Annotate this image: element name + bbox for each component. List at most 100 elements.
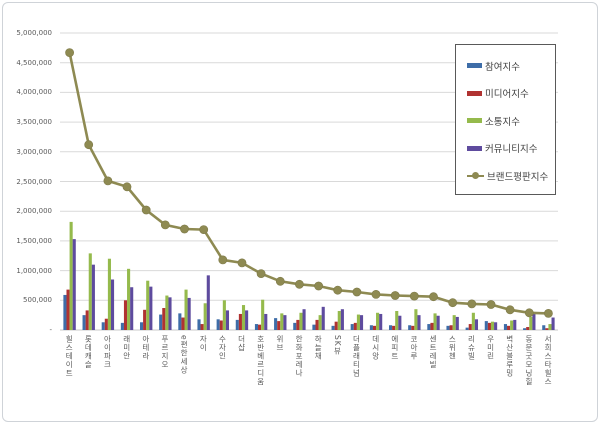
bar-소통지수 xyxy=(299,312,303,330)
bar-참여지수 xyxy=(254,324,259,330)
bar-커뮤니티지수 xyxy=(225,310,230,330)
bar-미디어지수 xyxy=(258,324,262,330)
line-marker xyxy=(218,255,228,265)
legend-box: 참여지수 미디어지수 소통지수 커뮤니티지수 브랜드평판지수 xyxy=(455,44,556,195)
bar-커뮤니티지수 xyxy=(436,315,440,330)
bar-소통지수 xyxy=(280,313,284,330)
legend-item: 브랜드평판지수 xyxy=(456,162,555,190)
bar-미디어지수 xyxy=(449,325,453,330)
bar-참여지수 xyxy=(427,324,431,330)
bar-커뮤니티지수 xyxy=(187,297,191,330)
line-marker xyxy=(352,287,362,297)
bar-소통지수 xyxy=(395,310,399,330)
line-marker xyxy=(122,182,132,192)
line-marker xyxy=(544,308,553,318)
bar-커뮤니티지수 xyxy=(321,306,325,330)
bar-미디어지수 xyxy=(85,310,89,330)
bar-커뮤니티지수 xyxy=(359,315,364,330)
bar-참여지수 xyxy=(446,325,450,330)
bar-커뮤니티지수 xyxy=(91,264,95,330)
line-marker xyxy=(199,225,209,234)
bar-참여지수 xyxy=(350,324,354,330)
bar-참여지수 xyxy=(82,315,86,330)
bar-미디어지수 xyxy=(104,318,108,330)
bar-소통지수 xyxy=(127,268,131,330)
bar-참여지수 xyxy=(197,319,201,330)
line-marker xyxy=(84,140,94,150)
bar-미디어지수 xyxy=(143,309,147,330)
bar-미디어지수 xyxy=(334,321,338,330)
line-marker xyxy=(294,279,304,289)
line-marker xyxy=(103,176,113,186)
bar-미디어지수 xyxy=(353,322,357,330)
line-marker xyxy=(333,285,343,295)
bar-소통지수 xyxy=(548,324,552,330)
legend-label: 참여지수 xyxy=(485,61,520,73)
bar-참여지수 xyxy=(465,327,469,330)
bar-소통지수 xyxy=(222,300,226,330)
bar-소통지수 xyxy=(69,221,73,330)
line-marker xyxy=(65,48,74,57)
bar-참여지수 xyxy=(503,324,508,330)
bar-미디어지수 xyxy=(66,289,70,330)
bar-소통지수 xyxy=(203,303,207,330)
bar-미디어지수 xyxy=(487,322,491,330)
bar-참여지수 xyxy=(312,324,316,330)
line-marker xyxy=(486,300,496,309)
bar-소통지수 xyxy=(337,310,341,330)
legend-swatch-icon xyxy=(467,118,482,124)
bar-커뮤니티지수 xyxy=(110,279,115,330)
line-marker xyxy=(237,258,247,268)
bar-참여지수 xyxy=(388,325,393,330)
legend-item: 미디어지수 xyxy=(456,80,555,108)
bar-미디어지수 xyxy=(392,325,396,330)
bar-미디어지수 xyxy=(200,324,204,330)
bar-커뮤니티지수 xyxy=(417,315,421,330)
bar-소통지수 xyxy=(414,309,418,330)
bar-미디어지수 xyxy=(411,325,415,330)
bar-미디어지수 xyxy=(468,324,472,330)
bar-커뮤니티지수 xyxy=(206,275,210,330)
bar-미디어지수 xyxy=(372,325,377,330)
bar-커뮤니티지수 xyxy=(264,313,268,330)
line-marker xyxy=(505,305,515,315)
legend-label: 미디어지수 xyxy=(485,89,529,101)
bar-미디어지수 xyxy=(315,319,319,330)
bar-미디어지수 xyxy=(277,321,281,330)
bar-커뮤니티지수 xyxy=(149,286,153,330)
bar-참여지수 xyxy=(484,321,488,330)
bar-소통지수 xyxy=(261,299,265,330)
bar-참여지수 xyxy=(523,328,527,330)
legend-swatch-icon xyxy=(467,145,482,151)
bar-소통지수 xyxy=(146,280,150,330)
bar-참여지수 xyxy=(139,322,144,330)
legend-label: 브랜드평판지수 xyxy=(487,171,549,183)
bar-참여지수 xyxy=(408,325,412,330)
bar-커뮤니티지수 xyxy=(532,312,536,330)
line-marker xyxy=(467,299,477,309)
bar-소통지수 xyxy=(165,295,169,330)
bar-미디어지수 xyxy=(219,320,223,330)
bar-참여지수 xyxy=(542,325,546,330)
bar-참여지수 xyxy=(293,322,297,330)
line-marker xyxy=(371,289,381,299)
bar-커뮤니티지수 xyxy=(379,313,383,330)
legend-swatch-icon xyxy=(467,90,482,96)
bar-커뮤니티지수 xyxy=(245,310,249,330)
bar-미디어지수 xyxy=(123,300,128,330)
line-marker xyxy=(275,276,285,286)
bar-미디어지수 xyxy=(296,319,300,330)
line-marker xyxy=(256,269,266,278)
bar-소통지수 xyxy=(318,315,322,330)
bar-소통지수 xyxy=(241,305,246,330)
legend-line-marker-icon xyxy=(467,171,484,180)
line-marker xyxy=(524,308,534,318)
bar-커뮤니티지수 xyxy=(168,297,172,330)
bar-참여지수 xyxy=(159,314,163,330)
line-marker xyxy=(160,220,170,230)
bar-미디어지수 xyxy=(238,313,242,330)
legend-item: 참여지수 xyxy=(456,52,555,80)
bar-참여지수 xyxy=(120,322,124,330)
bar-소통지수 xyxy=(376,312,380,330)
